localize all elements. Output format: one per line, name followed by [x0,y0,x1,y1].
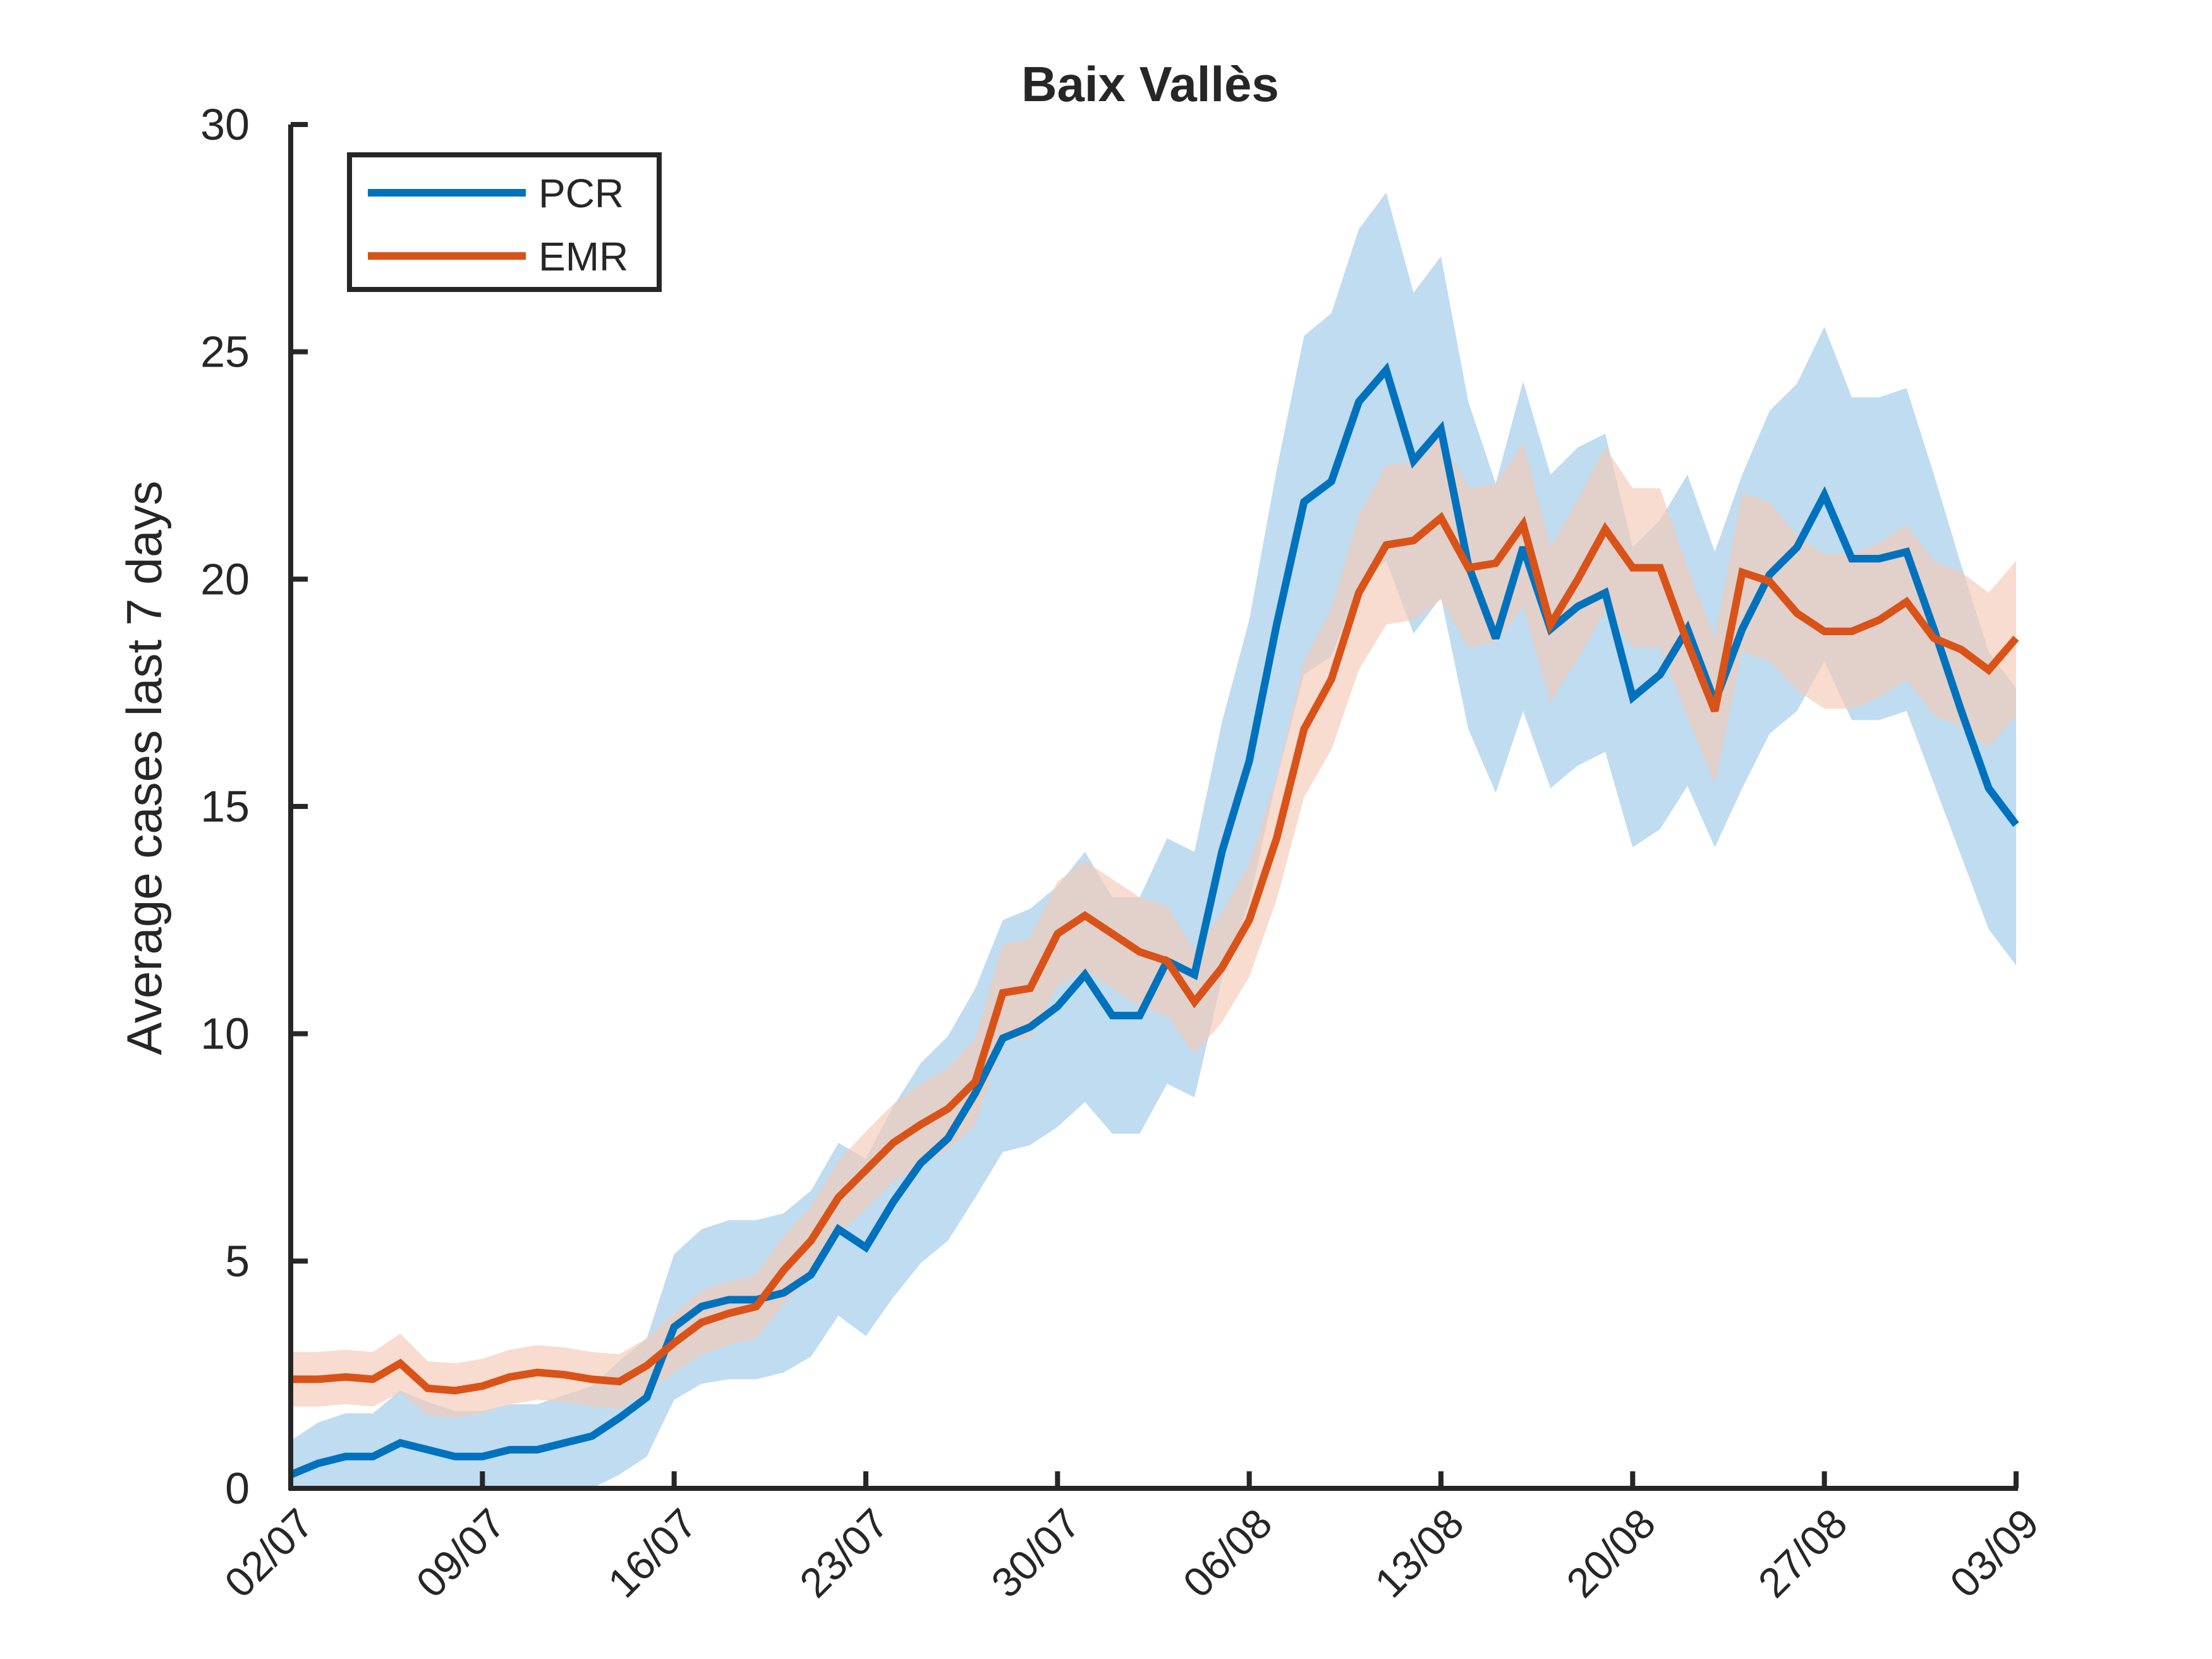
x-tick-label: 06/08 [1174,1500,1280,1607]
x-tick-label: 09/07 [407,1500,514,1607]
x-tick-label: 02/07 [216,1500,322,1607]
x-tick-label: 23/07 [791,1500,897,1607]
emr-confidence-band [291,435,2016,1418]
confidence-bands [291,192,2016,1489]
y-axis-label: Average cases last 7 days [116,480,172,1055]
y-tick-label: 20 [200,554,250,604]
y-tick-label: 5 [225,1236,250,1285]
y-tick-label: 15 [200,782,250,831]
legend: PCR EMR [347,152,662,292]
emr-legend-label: EMR [538,234,628,279]
pcr-series-line [289,362,2019,1478]
x-tick-label: 30/07 [982,1500,1089,1607]
pcr-legend-label: PCR [538,171,624,216]
y-tick-label: 25 [200,327,250,377]
chart-title: Baix Vallès [1021,56,1279,112]
y-tick-label: 30 [200,100,250,149]
x-tick-label: 03/09 [1941,1500,2048,1607]
emr-series-line [291,511,2019,1395]
legend-box [347,152,662,292]
x-tick-label: 20/08 [1557,1500,1664,1607]
x-tick-label: 16/07 [599,1500,705,1607]
y-tick-label: 10 [200,1009,250,1059]
y-tick-label: 0 [225,1464,250,1513]
series-lines [289,362,2019,1478]
x-tick-label: 27/08 [1749,1500,1856,1607]
pcr-confidence-band [291,192,2016,1489]
x-tick-label: 13/08 [1366,1500,1473,1607]
